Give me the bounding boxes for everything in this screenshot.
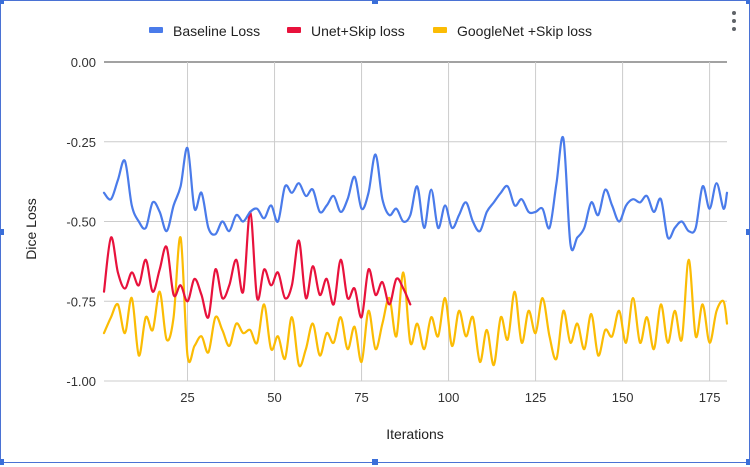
legend-swatch bbox=[287, 27, 301, 33]
legend-item-baseline-loss: Baseline Loss bbox=[149, 23, 260, 39]
resize-handle-top-left[interactable] bbox=[0, 0, 4, 4]
x-tick-label: 175 bbox=[699, 390, 721, 405]
legend-label: Unet+Skip loss bbox=[311, 23, 405, 39]
x-axis-label: Iterations bbox=[386, 426, 444, 442]
x-tick-label: 75 bbox=[354, 390, 368, 405]
y-tick-label: 0.00 bbox=[71, 55, 96, 70]
x-axis-ticks: 25 50 75 100 125 150 175 bbox=[180, 390, 720, 405]
kebab-dot bbox=[732, 19, 736, 23]
resize-handle-bottom-left[interactable] bbox=[0, 459, 4, 465]
legend-swatch bbox=[149, 27, 163, 33]
resize-handle-right[interactable] bbox=[746, 229, 750, 235]
legend-swatch bbox=[433, 27, 447, 33]
y-tick-label: -0.75 bbox=[66, 294, 96, 309]
x-tick-label: 150 bbox=[612, 390, 634, 405]
resize-handle-top[interactable] bbox=[372, 0, 378, 4]
y-axis-ticks: 0.00 -0.25 -0.50 -0.75 -1.00 bbox=[66, 55, 96, 389]
series-line-unet-skip-loss bbox=[102, 210, 412, 319]
legend-item-unet-skip-loss: Unet+Skip loss bbox=[287, 23, 405, 39]
series-line-googlenet-skip-loss bbox=[102, 236, 729, 368]
legend: Baseline Loss Unet+Skip loss GoogleNet +Sk… bbox=[149, 23, 592, 39]
kebab-dot bbox=[732, 27, 736, 31]
x-tick-label: 125 bbox=[525, 390, 547, 405]
resize-handle-left[interactable] bbox=[0, 229, 4, 235]
kebab-dot bbox=[732, 11, 736, 15]
grid-lines bbox=[104, 61, 727, 382]
more-vert-icon[interactable] bbox=[731, 11, 737, 31]
series-lines bbox=[102, 135, 729, 368]
series-line-baseline-loss bbox=[102, 135, 729, 252]
y-tick-label: -1.00 bbox=[66, 374, 96, 389]
y-tick-label: -0.25 bbox=[66, 135, 96, 150]
y-axis-label: Dice Loss bbox=[23, 198, 39, 259]
x-tick-label: 100 bbox=[438, 390, 460, 405]
y-tick-label: -0.50 bbox=[66, 215, 96, 230]
resize-handle-top-right[interactable] bbox=[746, 0, 750, 4]
x-tick-label: 25 bbox=[180, 390, 194, 405]
resize-handle-bottom-right[interactable] bbox=[746, 459, 750, 465]
resize-handle-bottom[interactable] bbox=[372, 459, 378, 465]
legend-label: GoogleNet +Skip loss bbox=[457, 23, 592, 39]
legend-label: Baseline Loss bbox=[173, 23, 260, 39]
x-tick-label: 50 bbox=[267, 390, 281, 405]
legend-item-googlenet-skip-loss: GoogleNet +Skip loss bbox=[433, 23, 592, 39]
